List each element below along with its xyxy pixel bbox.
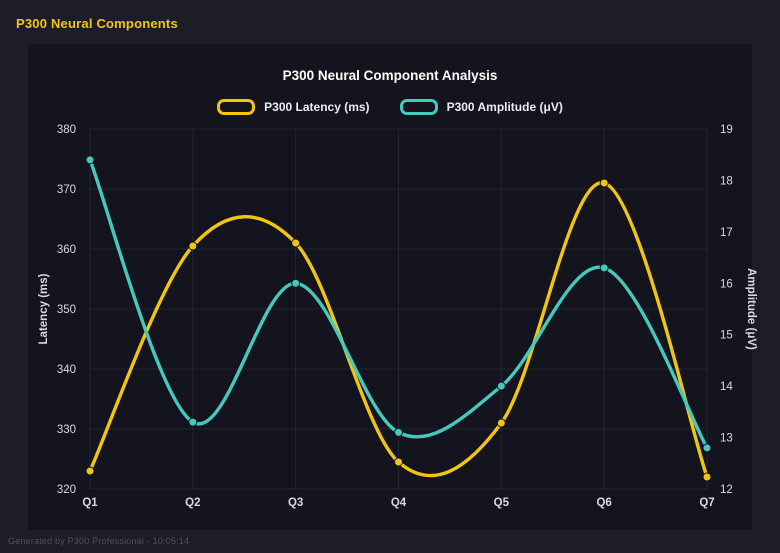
- chart-legend: P300 Latency (ms) P300 Amplitude (μV): [0, 99, 780, 115]
- right-axis-tick-label: 14: [720, 381, 733, 393]
- x-axis-tick-label: Q3: [288, 497, 303, 509]
- latency-data-point[interactable]: [291, 238, 301, 248]
- right-axis-tick-label: 12: [720, 484, 733, 496]
- right-axis-title: Amplitude (μV): [745, 268, 757, 350]
- latency-data-point[interactable]: [188, 241, 198, 251]
- amplitude-data-point[interactable]: [188, 417, 198, 427]
- x-axis-tick-label: Q5: [494, 497, 510, 509]
- latency-data-point[interactable]: [496, 418, 506, 428]
- legend-item-amplitude[interactable]: P300 Amplitude (μV): [399, 99, 563, 115]
- amplitude-data-point[interactable]: [702, 443, 712, 453]
- left-axis-tick-label: 340: [57, 364, 76, 376]
- chart-area: [28, 44, 752, 530]
- left-axis-tick-label: 380: [57, 124, 76, 136]
- right-axis-tick-label: 13: [720, 433, 733, 445]
- legend-swatch-icon: [399, 99, 438, 115]
- left-axis-tick-label: 330: [57, 424, 76, 436]
- latency-data-point[interactable]: [394, 457, 403, 467]
- x-axis-tick-label: Q6: [596, 497, 611, 509]
- amplitude-data-point[interactable]: [599, 263, 609, 273]
- latency-data-point[interactable]: [599, 178, 609, 188]
- left-axis-tick-label: 350: [57, 304, 76, 316]
- right-axis-tick-label: 17: [720, 227, 733, 239]
- latency-data-point[interactable]: [85, 466, 95, 476]
- latency-data-point[interactable]: [702, 472, 712, 482]
- footer-status: Generated by P300 Professional - 10:05:1…: [8, 536, 190, 546]
- legend-swatch-icon: [217, 99, 256, 115]
- x-axis-tick-label: Q7: [699, 497, 714, 509]
- chart-title: P300 Neural Component Analysis: [282, 68, 498, 83]
- x-axis-tick-label: Q1: [82, 497, 98, 509]
- amplitude-data-point[interactable]: [496, 381, 506, 391]
- page-title: P300 Neural Components: [16, 16, 178, 31]
- legend-label: P300 Latency (ms): [264, 100, 370, 114]
- right-axis-tick-label: 16: [720, 278, 733, 290]
- amplitude-data-point[interactable]: [291, 278, 301, 288]
- legend-item-latency[interactable]: P300 Latency (ms): [217, 99, 370, 115]
- right-axis-tick-label: 19: [720, 124, 733, 136]
- x-axis-tick-label: Q2: [185, 497, 200, 509]
- left-axis-tick-label: 320: [57, 484, 76, 496]
- left-axis-title: Latency (ms): [38, 273, 50, 344]
- x-axis-tick-label: Q4: [391, 497, 407, 509]
- amplitude-data-point[interactable]: [394, 427, 403, 437]
- left-axis-tick-label: 370: [57, 184, 76, 196]
- amplitude-data-point[interactable]: [85, 155, 95, 165]
- right-axis-tick-label: 18: [720, 175, 733, 187]
- right-axis-tick-label: 15: [720, 330, 733, 342]
- legend-label: P300 Amplitude (μV): [446, 100, 563, 114]
- left-axis-tick-label: 360: [57, 244, 76, 256]
